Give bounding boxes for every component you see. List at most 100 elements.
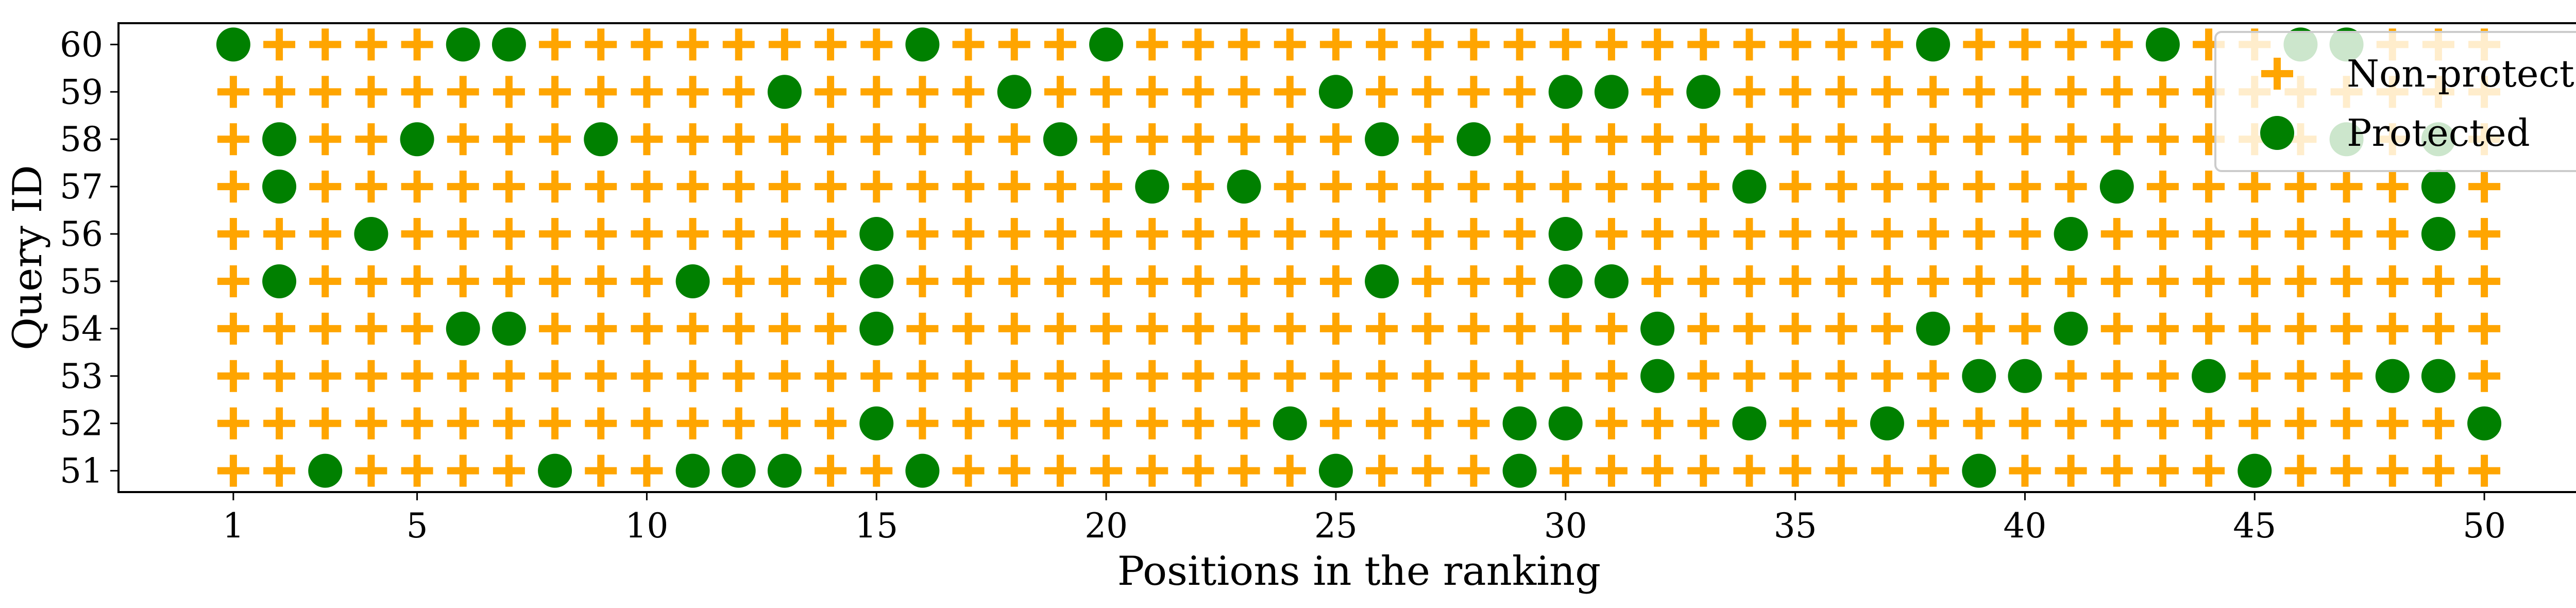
protected-point — [538, 453, 572, 488]
non-protected-point — [1274, 76, 1306, 108]
protected-point — [1548, 75, 1583, 109]
protected-point — [2054, 311, 2088, 346]
non-protected-point — [309, 360, 342, 392]
non-protected-point — [2100, 265, 2133, 297]
non-protected-point — [1044, 360, 1076, 392]
non-protected-point — [1641, 407, 1674, 440]
non-protected-point — [1458, 360, 1490, 392]
non-protected-point — [2146, 265, 2179, 297]
non-protected-point — [2239, 360, 2271, 392]
non-protected-point — [768, 312, 801, 345]
non-protected-point — [1733, 265, 1766, 297]
non-protected-point — [2055, 454, 2087, 487]
non-protected-point — [2146, 407, 2179, 440]
non-protected-point — [2284, 407, 2317, 440]
non-protected-point — [2055, 265, 2087, 297]
non-protected-point — [906, 123, 939, 156]
non-protected-point — [1825, 454, 1857, 487]
non-protected-point — [1136, 360, 1168, 392]
non-protected-point — [1733, 28, 1766, 61]
non-protected-point — [2330, 360, 2363, 392]
protected-point — [446, 311, 480, 346]
protected-point — [905, 27, 940, 62]
non-protected-point — [1366, 360, 1398, 392]
non-protected-point — [631, 454, 663, 487]
non-protected-point — [2376, 171, 2409, 203]
x-axis-ticks: 1 5 10 15 20 25 30 35 40 45 50 — [223, 492, 2506, 546]
non-protected-point — [815, 360, 847, 392]
non-protected-point — [217, 218, 249, 250]
non-protected-point — [2193, 407, 2225, 440]
protected-point — [2421, 359, 2455, 393]
non-protected-point — [1044, 265, 1076, 297]
non-protected-point — [860, 360, 893, 392]
legend-label-protected: Protected — [2347, 111, 2530, 155]
non-protected-point — [815, 218, 847, 250]
non-protected-point — [1228, 28, 1260, 61]
non-protected-point — [860, 171, 893, 203]
non-protected-point — [355, 360, 387, 392]
non-protected-point — [217, 171, 249, 203]
non-protected-point — [1917, 454, 1950, 487]
non-protected-point — [1641, 171, 1674, 203]
non-protected-point — [1503, 28, 1536, 61]
non-protected-point — [1503, 76, 1536, 108]
non-protected-point — [768, 360, 801, 392]
non-protected-point — [1779, 28, 1811, 61]
non-protected-point — [1366, 76, 1398, 108]
non-protected-point — [815, 123, 847, 156]
x-tick-label: 50 — [2463, 506, 2506, 546]
protected-point — [1273, 406, 1307, 441]
protected-point — [1686, 75, 1721, 109]
protected-point — [1456, 122, 1491, 157]
non-protected-point — [1458, 218, 1490, 250]
non-protected-point — [1779, 123, 1811, 156]
non-protected-point — [2330, 171, 2363, 203]
non-protected-point — [906, 218, 939, 250]
non-protected-point — [2239, 265, 2271, 297]
protected-point — [446, 27, 480, 62]
non-protected-point — [263, 454, 296, 487]
non-protected-point — [998, 265, 1030, 297]
non-protected-point — [585, 171, 617, 203]
non-protected-point — [1779, 360, 1811, 392]
protected-point — [2238, 453, 2272, 488]
non-protected-point — [2009, 76, 2041, 108]
non-protected-point — [906, 312, 939, 345]
non-protected-point — [1779, 265, 1811, 297]
non-protected-point — [998, 171, 1030, 203]
non-protected-point — [1090, 123, 1123, 156]
protected-point — [1594, 264, 1629, 298]
non-protected-point — [1687, 360, 1720, 392]
non-protected-point — [815, 28, 847, 61]
non-protected-point — [447, 360, 479, 392]
non-protected-point — [768, 407, 801, 440]
non-protected-point — [493, 218, 525, 250]
non-protected-point — [1733, 218, 1766, 250]
non-protected-point — [906, 171, 939, 203]
non-protected-point — [1825, 265, 1857, 297]
non-protected-point — [768, 218, 801, 250]
non-protected-point — [1228, 123, 1260, 156]
non-protected-point — [585, 407, 617, 440]
non-protected-point — [2284, 312, 2317, 345]
non-protected-point — [1366, 312, 1398, 345]
non-protected-point — [1090, 312, 1123, 345]
non-protected-point — [1319, 171, 1352, 203]
non-protected-point — [1917, 407, 1950, 440]
protected-point — [997, 75, 1031, 109]
non-protected-point — [1549, 123, 1582, 156]
non-protected-point — [2330, 454, 2363, 487]
non-protected-point — [1595, 28, 1628, 61]
protected-point — [2192, 359, 2226, 393]
non-protected-point — [355, 265, 387, 297]
protected-point — [1318, 75, 1353, 109]
legend-marker-non-protected — [2261, 58, 2293, 90]
non-protected-point — [952, 76, 985, 108]
non-protected-point — [2422, 454, 2454, 487]
non-protected-point — [815, 76, 847, 108]
non-protected-point — [815, 171, 847, 203]
non-protected-point — [2146, 123, 2179, 156]
non-protected-point — [1779, 171, 1811, 203]
protected-point — [2421, 217, 2455, 251]
